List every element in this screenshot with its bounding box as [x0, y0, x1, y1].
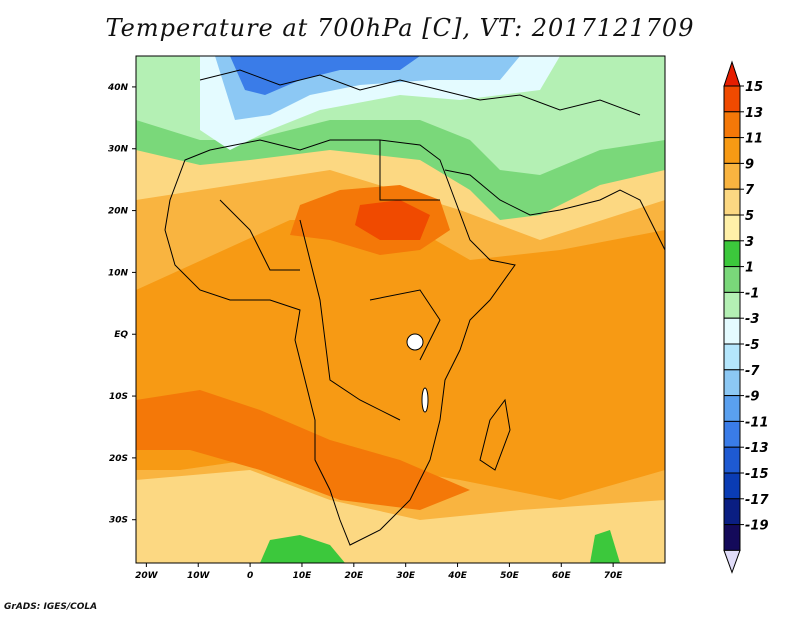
colorbar-label: -3	[745, 312, 759, 327]
colorbar-label: -15	[745, 467, 769, 482]
colorbar-label: -7	[745, 364, 760, 379]
colorbar-swatch	[723, 162, 741, 190]
colorbar-swatch	[723, 85, 741, 113]
lon-label: 70E	[604, 571, 624, 581]
lat-label: 30S	[109, 516, 128, 526]
colorbar-swatch	[723, 317, 741, 345]
colorbar-swatch	[723, 291, 741, 319]
colorbar-label: 9	[745, 157, 754, 172]
colorbar-swatch	[723, 214, 741, 242]
lakes	[406, 333, 429, 413]
colorbar-bottom-arrow	[723, 549, 741, 574]
lat-label: 30N	[108, 145, 129, 155]
lon-label: 10E	[293, 571, 313, 581]
colorbar-swatch	[723, 524, 741, 551]
colorbar-swatch	[723, 111, 741, 139]
colorbar-label: 1	[745, 261, 754, 276]
colorbar-swatch	[723, 240, 741, 268]
footer-credit: GrADS: IGES/COLA	[4, 602, 98, 612]
lon-label: 0	[247, 571, 253, 581]
colorbar-label: 7	[745, 183, 755, 198]
colorbar-swatch	[723, 446, 741, 474]
colorbar-swatch	[723, 188, 741, 216]
colorbar-top-arrow	[723, 60, 741, 87]
lat-label: 20S	[109, 454, 128, 464]
colorbar-swatch	[723, 343, 741, 371]
lat-label: 10S	[109, 392, 128, 402]
colorbar-label: -9	[745, 390, 759, 405]
lat-label: 20N	[108, 207, 129, 217]
colorbar-label: 5	[745, 209, 754, 224]
colorbar-label: -13	[745, 441, 769, 456]
lat-label: 40N	[107, 83, 129, 93]
colorbar-label: -11	[745, 415, 769, 430]
colorbar-label: 3	[745, 235, 754, 250]
colorbar-swatch	[723, 369, 741, 397]
lat-axis: 40N 30N 20N 10N EQ 10S 20S 30S	[107, 83, 136, 526]
lon-label: 60E	[552, 571, 572, 581]
colorbar-label: -5	[745, 338, 759, 353]
map-frame	[135, 55, 666, 564]
field-green-south-2	[590, 530, 620, 563]
colorbar-swatch	[723, 498, 741, 526]
colorbar-label: -17	[745, 493, 769, 508]
colorbar-swatch	[723, 472, 741, 500]
lon-label: 10W	[187, 571, 211, 581]
field-orange-central	[136, 220, 665, 500]
lon-label: 50E	[500, 571, 520, 581]
colorbar-label: 15	[745, 80, 763, 95]
colorbar-swatch	[723, 395, 741, 422]
colorbar-label: -19	[745, 519, 769, 534]
lat-label: 10N	[108, 268, 129, 278]
colorbar: 15 13 11 9 7 5 3 1 -1 -3 -5 -7 -9 -11 -13 -15 -17 -19	[723, 60, 769, 574]
lat-label: EQ	[114, 330, 128, 340]
colorbar-swatch	[723, 266, 741, 293]
colorbar-label: 13	[745, 106, 763, 121]
lon-axis: 20W 10W 0 10E 20E 30E 40E 50E 60E 70E	[135, 563, 623, 581]
field-hot-south	[136, 390, 470, 510]
field-green-south-1	[260, 535, 345, 563]
lon-label: 30E	[396, 571, 416, 581]
coastlines	[164, 69, 665, 546]
colorbar-label: -1	[745, 286, 759, 301]
lon-label: 20E	[344, 571, 364, 581]
colorbar-swatch	[723, 420, 741, 448]
lon-label: 20W	[135, 571, 159, 581]
colorbar-swatch	[723, 137, 741, 164]
chart-title: Temperature at 700hPa [C], VT: 201712170…	[105, 14, 695, 42]
field-hot-sudan	[355, 200, 430, 240]
field-yellow-south	[136, 470, 665, 563]
field-darkblue-europe	[230, 56, 420, 95]
lon-label: 40E	[447, 571, 468, 581]
temperature-field	[136, 56, 665, 563]
colorbar-label: 11	[745, 132, 763, 147]
